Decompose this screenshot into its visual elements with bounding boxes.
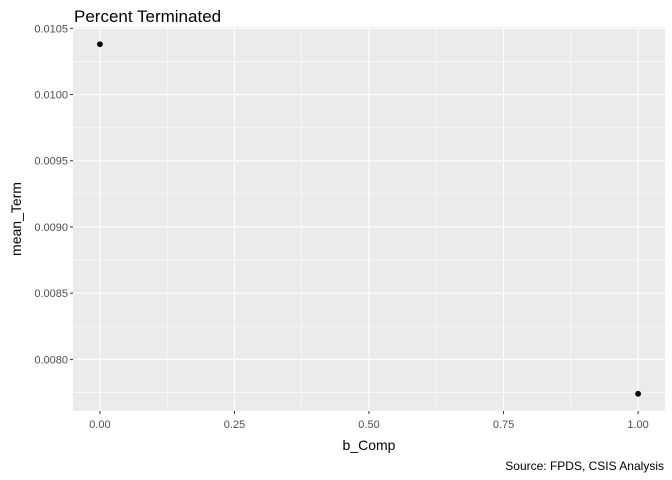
y-axis-ticks: 0.0080 0.0085 0.0090 0.0095 0.0100 0.0105 <box>34 23 73 366</box>
x-axis-ticks: 0.00 0.25 0.50 0.75 1.00 <box>89 411 649 431</box>
y-tick-label: 0.0105 <box>34 23 68 35</box>
x-tick-label: 0.00 <box>89 419 110 431</box>
data-point <box>97 41 103 48</box>
y-axis-title: mean_Term <box>8 182 24 256</box>
y-tick-label: 0.0085 <box>34 288 68 300</box>
major-gridlines <box>73 27 665 411</box>
data-points <box>97 41 641 397</box>
x-tick-label: 0.25 <box>224 419 245 431</box>
y-tick-label: 0.0090 <box>34 222 68 234</box>
x-axis-title: b_Comp <box>343 437 396 453</box>
y-tick-label: 0.0095 <box>34 156 68 168</box>
chart-caption: Source: FPDS, CSIS Analysis <box>505 459 664 473</box>
chart-title: Percent Terminated <box>74 7 221 26</box>
x-tick-label: 1.00 <box>627 419 648 431</box>
y-tick-label: 0.0080 <box>34 354 68 366</box>
data-point <box>635 390 641 397</box>
x-tick-label: 0.75 <box>493 419 514 431</box>
x-tick-label: 0.50 <box>358 419 379 431</box>
y-tick-label: 0.0100 <box>34 90 68 102</box>
